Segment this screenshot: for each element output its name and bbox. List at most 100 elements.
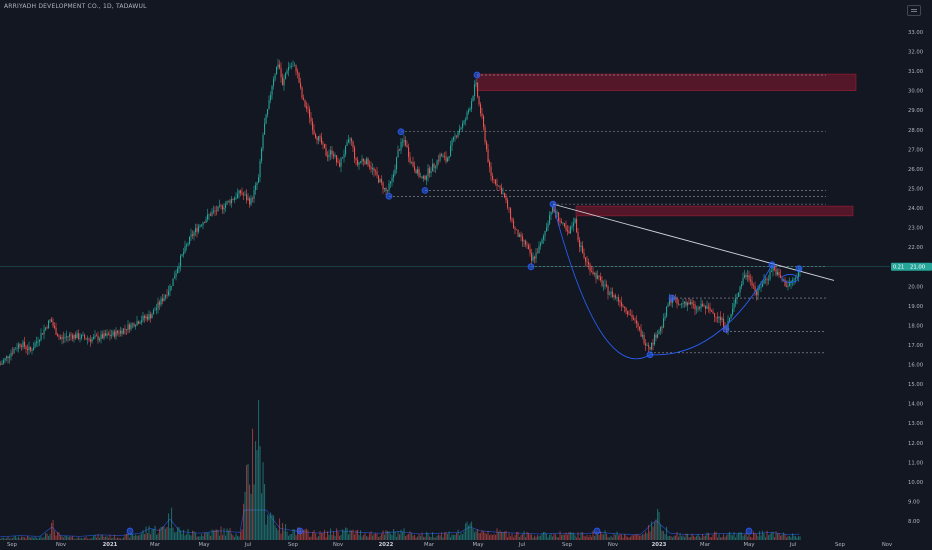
volume-bar	[387, 531, 389, 540]
menu-icon[interactable]	[907, 5, 921, 16]
candle-body	[478, 96, 480, 105]
volume-bar	[214, 529, 216, 540]
candle-body	[411, 162, 413, 163]
volume-bar	[381, 533, 383, 540]
volume-bar	[412, 535, 414, 540]
volume-bar	[663, 531, 665, 540]
candle-body	[247, 198, 249, 200]
volume-bar	[82, 538, 84, 540]
chart-title: ARRIYADH DEVELOPMENT CO., 1D, TADAWUL	[4, 3, 147, 10]
candle-body	[441, 154, 443, 157]
volume-bar	[561, 534, 563, 540]
volume-bar	[750, 536, 752, 540]
volume-bar	[252, 428, 254, 540]
candle-body	[763, 279, 765, 284]
candle-body	[759, 287, 761, 289]
volume-bar	[535, 536, 537, 540]
x-tick-label: Sep	[835, 542, 846, 548]
volume-bar	[622, 537, 624, 540]
x-tick-label: Mar	[150, 542, 161, 548]
volume-bar	[294, 529, 296, 540]
volume-bar	[478, 533, 480, 540]
volume-bar	[645, 531, 647, 540]
candle-body	[295, 65, 297, 72]
volume-bar	[99, 537, 101, 540]
candle-body	[142, 315, 144, 321]
candle-body	[378, 175, 380, 183]
volume-bar	[238, 536, 240, 540]
candle-body	[490, 166, 492, 176]
candle-body	[7, 356, 9, 358]
volume-bar	[633, 535, 635, 540]
candle-body	[585, 257, 587, 262]
cup-arc	[552, 204, 651, 360]
candle-body	[414, 166, 416, 170]
candle-body	[118, 332, 120, 334]
candle-body	[379, 179, 381, 183]
candle-body	[55, 327, 57, 335]
candle-body	[16, 348, 18, 349]
candle-body	[216, 210, 218, 212]
volume-bar	[49, 533, 51, 540]
volume-marker	[126, 527, 134, 535]
volume-bar	[385, 530, 387, 540]
volume-bar	[529, 534, 531, 540]
volume-bar	[189, 534, 191, 540]
volume-bar	[483, 531, 485, 540]
volume-bar	[115, 538, 117, 540]
candle-body	[75, 334, 77, 339]
candle-body	[42, 333, 44, 335]
volume-bar	[553, 533, 555, 540]
volume-bar	[76, 538, 78, 540]
y-tick-label: 26.00	[908, 167, 924, 173]
candle-body	[1, 363, 3, 365]
y-tick-label: 18.00	[908, 323, 924, 329]
candle-body	[60, 337, 62, 339]
candle-body	[772, 266, 774, 272]
candle-body	[628, 314, 630, 315]
candle-body	[408, 147, 410, 157]
candle-body	[270, 95, 272, 101]
volume-bar	[687, 533, 689, 540]
candle-body	[580, 245, 582, 247]
volume-bar	[6, 538, 8, 540]
candle-body	[163, 297, 165, 302]
candle-body	[360, 161, 362, 163]
volume-bar	[396, 536, 398, 540]
volume-bar	[688, 537, 690, 540]
candle-body	[286, 70, 288, 74]
volume-bar	[543, 531, 545, 540]
volume-bar	[30, 537, 32, 540]
candle-body	[148, 314, 150, 320]
candle-body	[484, 126, 486, 142]
candle-body	[145, 316, 147, 319]
volume-bar	[121, 538, 123, 540]
candle-body	[223, 207, 225, 210]
volume-bar	[235, 533, 237, 540]
candle-body	[609, 293, 611, 295]
candle-body	[798, 271, 800, 277]
x-tick-label: Jul	[789, 542, 796, 548]
candle-body	[648, 345, 650, 347]
volume-bar	[217, 529, 219, 540]
volume-bar	[762, 530, 764, 540]
candle-body	[436, 160, 438, 167]
volume-bar	[100, 535, 102, 540]
volume-bar	[790, 537, 792, 540]
x-tick-label: May	[744, 542, 755, 548]
volume-bar	[204, 532, 206, 540]
volume-bar	[144, 534, 146, 540]
candle-body	[486, 141, 488, 150]
candle-body	[241, 192, 243, 195]
candle-body	[571, 226, 573, 228]
candle-body	[63, 337, 65, 339]
volume-bar	[321, 533, 323, 540]
candle-body	[40, 333, 42, 341]
volume-bar	[634, 534, 636, 540]
candle-body	[666, 306, 668, 317]
volume-bar	[129, 537, 131, 540]
candle-body	[790, 280, 792, 284]
volume-bar	[270, 512, 272, 540]
volume-bar	[69, 536, 71, 540]
